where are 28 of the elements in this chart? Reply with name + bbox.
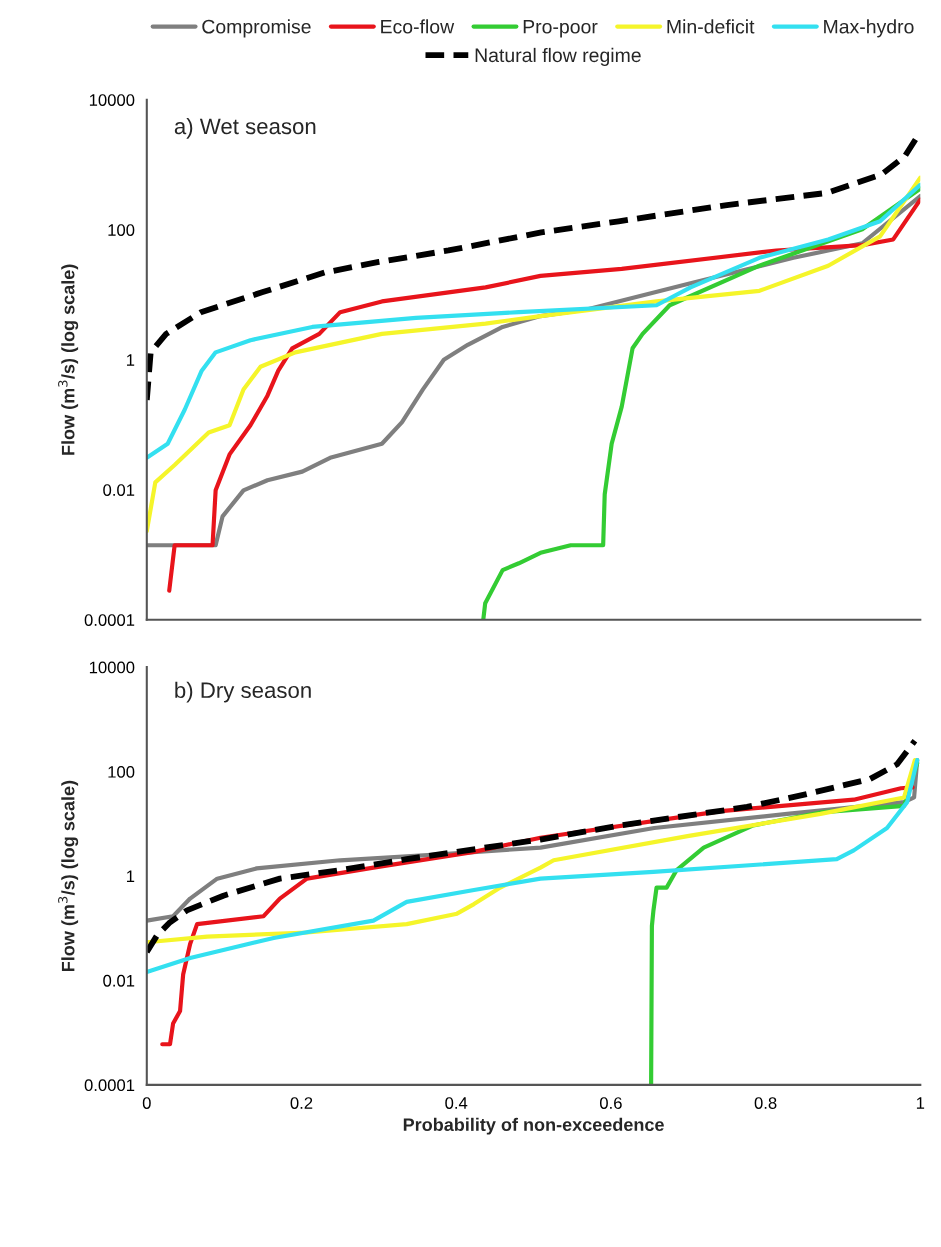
annotation: b) Dry season <box>175 681 311 703</box>
legend-label: Compromise <box>202 19 311 38</box>
y-axis-title: Flow (m$^{3}$/s) (log scale) <box>58 264 79 455</box>
y-tick-label: 10000 <box>89 94 135 106</box>
legend-label: Pro-poor <box>523 19 598 38</box>
y-tick-label: 100 <box>108 765 135 778</box>
x-tick-label: 0 <box>142 1097 151 1109</box>
y-tick-label: 100 <box>108 224 135 236</box>
x-tick-label: 1 <box>916 1097 925 1109</box>
x-tick-label: 0.2 <box>290 1097 313 1109</box>
y-tick-label: 0.0001 <box>84 614 135 626</box>
x-tick-label: 0.8 <box>754 1097 777 1109</box>
y-tick-label: 10000 <box>89 661 135 674</box>
annotation: a) Wet season <box>174 117 316 139</box>
x-axis-title: Probability of non-exceedence <box>403 1117 664 1135</box>
legend-label: Natural flow regime <box>475 47 641 66</box>
y-tick-label: 1 <box>126 870 135 883</box>
legend-label: Min-deficit <box>667 19 755 34</box>
y-axis-title: Flow (m$^{3}$/s) (log scale) <box>58 780 79 972</box>
y-tick-label: 0.01 <box>103 974 135 987</box>
line-series <box>146 182 921 460</box>
y-tick-label: 1 <box>126 354 135 366</box>
y-tick-label: 0.01 <box>103 484 135 496</box>
x-tick-label: 0.6 <box>599 1097 622 1109</box>
legend-label: Eco-flow <box>381 19 455 34</box>
legend-label: Max-hydro <box>824 19 914 38</box>
y-tick-label: 0.0001 <box>84 1079 135 1092</box>
x-tick-label: 0.4 <box>445 1097 468 1109</box>
